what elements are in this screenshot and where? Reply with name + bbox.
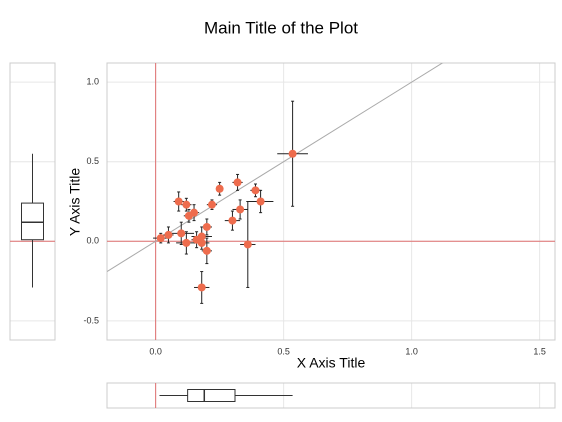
point [215,184,224,193]
point [202,222,211,231]
point [177,229,186,238]
x-axis-title: X Axis Title [297,355,366,371]
y-tick-label: 0.0 [86,236,99,246]
point [236,205,245,214]
point [256,197,265,206]
point [202,246,211,255]
point [164,230,173,239]
point [207,200,216,209]
point [182,238,191,247]
x-tick-label: 0.5 [277,346,290,356]
y-axis-title: Y Axis Title [67,168,83,236]
panel-border [106,62,556,341]
point [182,200,191,209]
point [228,216,237,225]
point [243,240,252,249]
x-tick-label: 0.0 [149,346,162,356]
x-tick-label: 1.5 [533,346,546,356]
box [187,389,236,402]
point [197,283,206,292]
point [233,178,242,187]
x-tick-label: 1.0 [405,346,418,356]
point [156,234,165,243]
box [21,202,44,241]
point [174,197,183,206]
point [251,186,260,195]
y-tick-label: 1.0 [86,76,99,86]
diagonal-line [107,63,444,272]
point [184,211,193,220]
panel-border [9,62,56,341]
point [197,238,206,247]
point [288,149,297,158]
y-tick-label: -0.5 [83,315,99,325]
y-tick-label: 0.5 [86,156,99,166]
chart-title: Main Title of the Plot [204,18,358,37]
panel-border [106,382,556,409]
